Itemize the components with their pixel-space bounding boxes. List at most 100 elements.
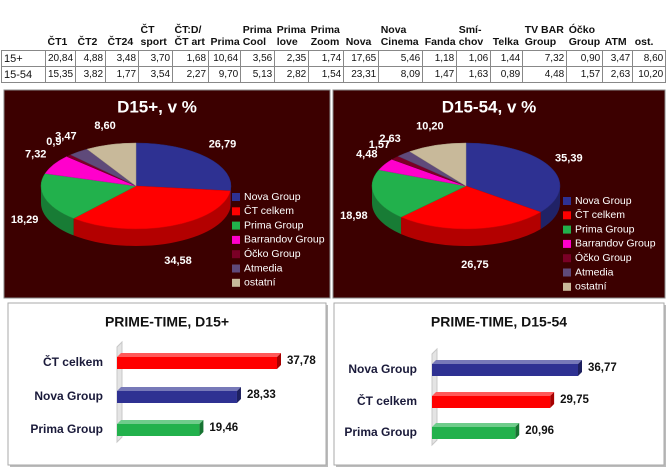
table-cell: 8,09 — [378, 66, 424, 83]
bar — [117, 387, 241, 403]
legend-label: Prima Group — [575, 223, 635, 235]
table-cell: 2,63 — [602, 66, 634, 83]
slice-side — [540, 186, 560, 230]
table-cell: 0,89 — [490, 66, 524, 83]
table-cell: 23,31 — [343, 66, 380, 83]
table-cell: 3,70 — [138, 50, 174, 67]
bar — [117, 353, 281, 369]
y-tick-label: Prima Group — [344, 425, 417, 439]
table-cell: 1,06 — [456, 50, 492, 67]
pie-slice — [86, 142, 137, 187]
bar-end — [515, 423, 520, 439]
bar-face — [117, 424, 200, 436]
chart-title: D15+, v % — [117, 97, 197, 116]
column-header: Prima Cool — [242, 24, 272, 48]
bar-top — [432, 360, 582, 364]
slice-side — [73, 190, 231, 246]
legend-label: ČT celkem — [575, 208, 625, 221]
data-label: 28,33 — [247, 389, 276, 401]
table-cell: 3,82 — [75, 66, 107, 83]
legend-label: Óčko Group — [244, 247, 301, 260]
chart-title: PRIME-TIME, D15+ — [105, 314, 229, 330]
chart-title: PRIME-TIME, D15-54 — [431, 314, 567, 330]
table-cell: 9,70 — [208, 66, 242, 83]
slice-top — [135, 142, 232, 192]
table-cell: 10,20 — [632, 66, 667, 83]
data-label: 2,63 — [379, 133, 400, 145]
data-label: 8,60 — [94, 120, 115, 132]
legend-swatch — [232, 207, 240, 216]
bar-face — [432, 396, 551, 408]
table-cell: 4,88 — [75, 50, 107, 67]
data-row: 15+ 20,84 4,88 3,48 3,70 1,68 10,64 3,56 2,35 1,7… — [1, 50, 667, 67]
bar-end — [236, 387, 241, 403]
legend-label: Nova Group — [575, 195, 632, 207]
y-tick-label: Nova Group — [34, 389, 103, 403]
table-cell: 3,47 — [602, 50, 634, 67]
data-label: 36,77 — [588, 362, 617, 374]
table-cell: 3,56 — [240, 50, 276, 67]
legend-label: Barrandov Group — [244, 234, 325, 246]
slice-side — [372, 186, 402, 235]
pie-slice — [465, 142, 561, 230]
data-label: 7,32 — [25, 149, 46, 161]
bar-face — [432, 427, 516, 439]
legend-swatch — [232, 278, 240, 287]
data-label: 35,39 — [555, 152, 583, 164]
pie-slice — [400, 185, 542, 246]
table-cell: 1,47 — [422, 66, 458, 83]
chart-title: D15-54, v % — [442, 97, 537, 116]
slice-top — [73, 185, 231, 230]
legend-label: Óčko Group — [575, 251, 632, 264]
legend-swatch — [563, 197, 571, 205]
table-cell: 3,54 — [138, 66, 174, 83]
bar-top — [117, 353, 281, 357]
table-cell: 3,48 — [105, 50, 140, 67]
bar-end — [578, 360, 582, 376]
table-cell: 1,54 — [308, 66, 345, 83]
table-cell: 1,63 — [456, 66, 492, 83]
legend-label: Atmedia — [575, 266, 614, 278]
bar — [432, 423, 520, 439]
legend-label: Nova Group — [244, 191, 301, 203]
bar-top — [432, 392, 555, 396]
legend-swatch — [563, 239, 571, 248]
legend-label: ostatní — [575, 281, 607, 293]
data-label: 26,79 — [209, 138, 237, 150]
bar-top — [117, 387, 241, 391]
column-header: ČT24 — [107, 36, 134, 48]
legend-label: Atmedia — [244, 262, 283, 274]
data-label: 37,78 — [287, 355, 316, 367]
table-cell: 7,32 — [522, 50, 568, 67]
legend-swatch — [563, 282, 571, 291]
data-label: 4,48 — [356, 149, 377, 161]
slice-top — [465, 142, 561, 213]
column-header: Prima love — [276, 24, 306, 48]
table-cell: 2,27 — [172, 66, 210, 83]
column-header: ČT:D/ ČT art — [174, 24, 205, 48]
legend-swatch — [563, 225, 571, 234]
bar-end — [199, 420, 204, 436]
bar-face — [432, 364, 578, 376]
column-header: Telka — [492, 36, 519, 48]
bar-top — [117, 420, 204, 424]
table-cell: 0,90 — [566, 50, 604, 67]
row-label: 15+ — [1, 50, 46, 67]
table-cell: 4,48 — [522, 66, 568, 83]
table-cell: 1,77 — [105, 66, 140, 83]
column-header: ČT sport — [140, 24, 167, 48]
legend-swatch — [232, 221, 240, 230]
pie-slice — [73, 185, 231, 246]
table-cell: 1,18 — [422, 50, 458, 67]
data-label: 34,58 — [164, 255, 192, 267]
legend-label: Barrandov Group — [575, 238, 656, 250]
column-header: Nova — [345, 36, 372, 48]
column-header: Nova Cinema — [380, 24, 419, 48]
bar — [117, 420, 204, 436]
bar — [432, 392, 555, 408]
data-label: 18,98 — [340, 210, 368, 222]
data-label: 1,57 — [369, 139, 390, 151]
column-header: ČT1 — [47, 36, 68, 48]
data-label: 18,29 — [11, 214, 39, 226]
